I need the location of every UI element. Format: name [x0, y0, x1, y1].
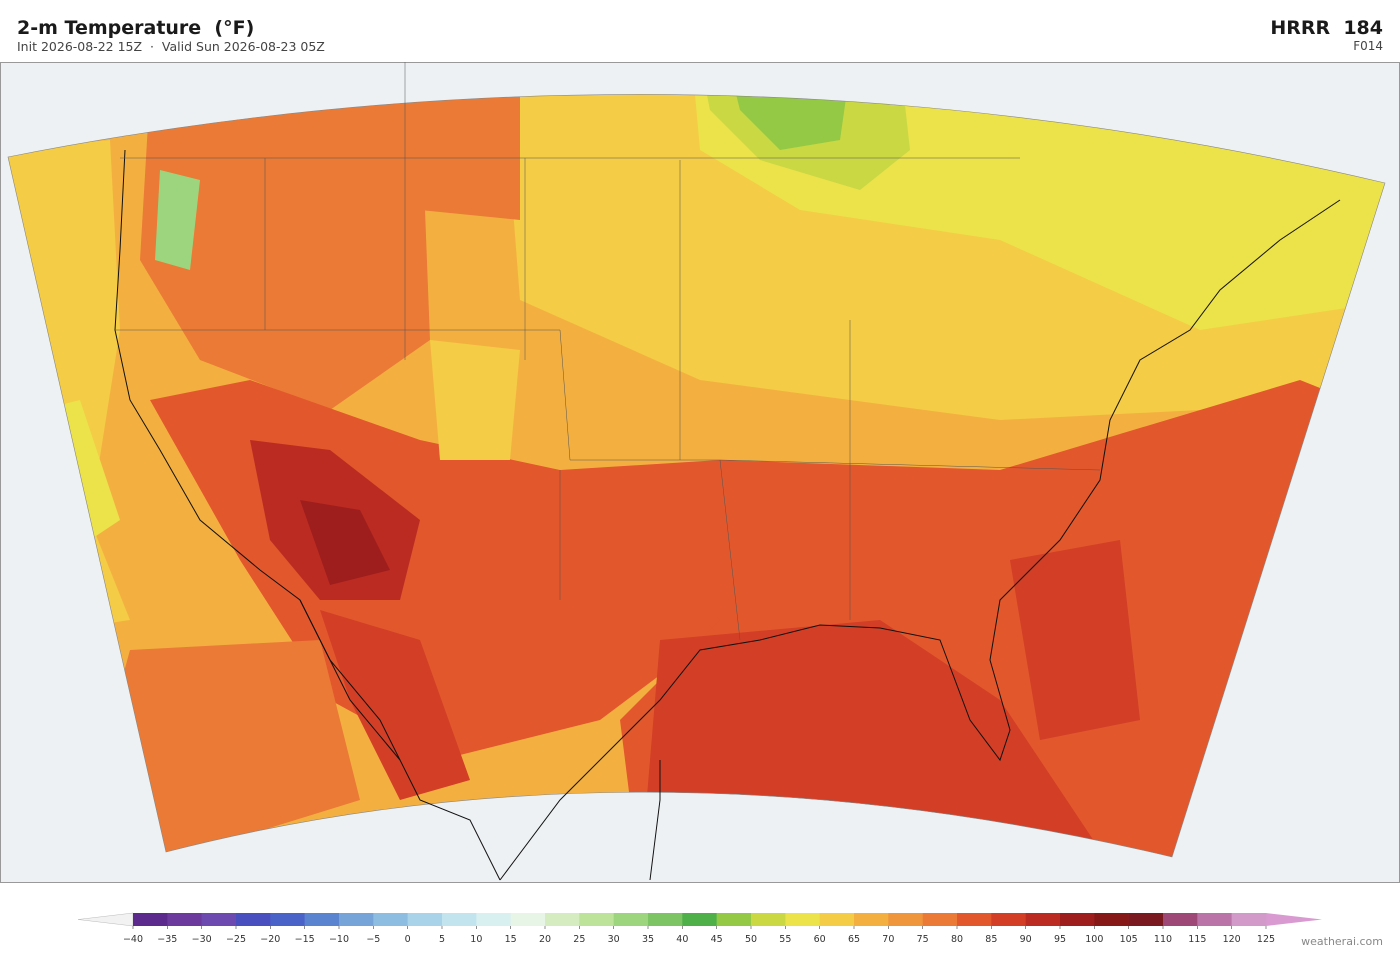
colorbar-bin	[1231, 913, 1267, 926]
colorbar-bin	[442, 913, 477, 926]
colorbar-tick-label: 70	[882, 934, 894, 945]
colorbar-bin	[1128, 913, 1164, 926]
colorbar-tick-label: 20	[539, 934, 551, 945]
colorbar-bin	[167, 913, 202, 926]
colorbar-tick-label: 40	[676, 934, 688, 945]
colorbar-tick-label: −5	[366, 934, 380, 945]
colorbar-tick-label: 45	[711, 934, 723, 945]
colorbar-tick-label: −20	[260, 934, 280, 945]
colorbar-bin	[339, 913, 374, 926]
colorbar-tick-label: −10	[329, 934, 349, 945]
colorbar-bin	[236, 913, 271, 926]
colorbar-tick-label: −30	[192, 934, 212, 945]
colorbar-bin	[648, 913, 683, 926]
colorbar-tick-label: 0	[405, 934, 411, 945]
colorbar-tick-label: 50	[745, 934, 757, 945]
colorbar-tick-label: 90	[1020, 934, 1032, 945]
colorbar-bin	[201, 913, 237, 926]
subtitle: Init 2026-08-22 15Z · Valid Sun 2026-08-…	[17, 39, 325, 54]
colorbar-tick-label: 65	[848, 934, 860, 945]
colorbar-bin	[304, 913, 340, 926]
colorbar-bin	[579, 913, 614, 926]
map	[0, 62, 1400, 883]
colorbar-tick-label: 115	[1188, 934, 1206, 945]
colorbar-bin	[1060, 913, 1095, 926]
colorbar-tick-label: 25	[573, 934, 585, 945]
colorbar-bin	[888, 913, 923, 926]
colorbar-tick-label: 30	[608, 934, 620, 945]
credit: weatherai.com	[1301, 935, 1383, 948]
colorbar-tick-label: 80	[951, 934, 963, 945]
colorbar-tick-label: 110	[1154, 934, 1172, 945]
colorbar-bin	[819, 913, 855, 926]
model-label: HRRR 184	[1270, 17, 1383, 39]
colorbar-bin	[1163, 913, 1198, 926]
colorbar-tick-label: −35	[157, 934, 177, 945]
colorbar-bin	[476, 913, 511, 926]
colorbar-tick-label: 75	[917, 934, 929, 945]
colorbar-tick-label: −15	[295, 934, 315, 945]
colorbar-tick-label: 95	[1054, 934, 1066, 945]
colorbar-bin	[1197, 913, 1232, 926]
colorbar-under	[77, 912, 134, 927]
colorbar-bin	[545, 913, 580, 926]
colorbar-tick-label: 55	[779, 934, 791, 945]
colorbar-tick-label: 5	[439, 934, 445, 945]
colorbar-bin	[682, 913, 717, 926]
colorbar-bin	[957, 913, 992, 926]
colorbar-bin	[854, 913, 889, 926]
colorbar-bin	[991, 913, 1026, 926]
colorbar-tick-label: −25	[226, 934, 246, 945]
colorbar-tick-label: 85	[985, 934, 997, 945]
colorbar-bin	[510, 913, 546, 926]
colorbar-tick-label: 100	[1085, 934, 1103, 945]
colorbar-tick-label: 10	[470, 934, 482, 945]
colorbar-bin	[751, 913, 786, 926]
colorbar-tick-label: 15	[505, 934, 517, 945]
colorbar-tick-label: 60	[814, 934, 826, 945]
coastlines	[114, 149, 1341, 881]
colorbar-bin	[716, 913, 752, 926]
colorbar-bin	[1025, 913, 1061, 926]
colorbar-bin	[1094, 913, 1129, 926]
colorbar-tick-label: 125	[1257, 934, 1275, 945]
colorbar-bin	[613, 913, 649, 926]
colorbar-bin	[373, 913, 408, 926]
colorbar: −40 −35 −30 −25 −20 −15 −10 −5 0 5 10 15 20 25 30 35 40 4…	[77, 912, 1322, 945]
colorbar-over	[1266, 913, 1322, 926]
domain-outline	[7, 94, 1386, 858]
colorbar-bin	[407, 913, 443, 926]
colorbar-tick-label: −40	[123, 934, 143, 945]
boundaries	[115, 62, 1101, 641]
colorbar-bin	[922, 913, 958, 926]
colorbar-tick-label: 105	[1120, 934, 1138, 945]
colorbar-tick-label: 35	[642, 934, 654, 945]
colorbar-bin	[785, 913, 820, 926]
title: 2-m Temperature (°F)	[17, 17, 254, 39]
forecast-hour: F014	[1353, 39, 1383, 53]
colorbar-tick-label: 120	[1223, 934, 1241, 945]
colorbar-bin	[133, 913, 168, 926]
colorbar-bin	[270, 913, 305, 926]
